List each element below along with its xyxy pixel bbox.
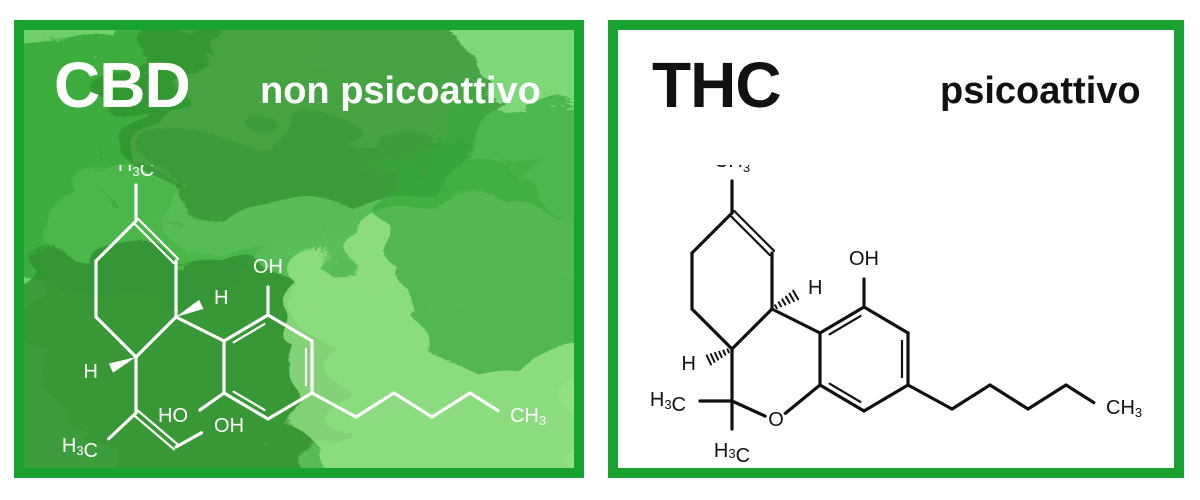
svg-text:CH3: CH3 (510, 405, 546, 428)
svg-text:H3C: H3C (714, 440, 750, 465)
svg-text:H3C: H3C (650, 389, 686, 416)
svg-text:HO: HO (158, 405, 188, 427)
cbd-structure: H3C H H H3C OH OH HO CH3 (56, 165, 556, 465)
svg-text:CH3: CH3 (714, 165, 750, 175)
thc-structure: CH3 H H H3C H3C O OH CH3 (636, 165, 1156, 465)
canvas: CBD non psicoattivo H3CHHH3COHOHHOCH3 TH… (0, 0, 1200, 500)
thc-subtitle: psicoattivo (940, 70, 1141, 113)
svg-text:CH3: CH3 (1106, 397, 1142, 420)
svg-text:H: H (214, 287, 228, 309)
svg-text:H3C: H3C (118, 165, 154, 181)
svg-text:H: H (682, 353, 696, 375)
svg-text:OH: OH (214, 415, 244, 437)
svg-text:OH: OH (253, 256, 283, 278)
svg-text:O: O (768, 409, 784, 431)
svg-text:H3C: H3C (62, 435, 98, 462)
cbd-subtitle: non psicoattivo (260, 70, 541, 113)
thc-title: THC (652, 48, 781, 122)
svg-text:OH: OH (849, 248, 879, 270)
svg-text:H: H (84, 361, 98, 383)
svg-text:H: H (808, 277, 822, 299)
cbd-title: CBD (54, 48, 190, 122)
